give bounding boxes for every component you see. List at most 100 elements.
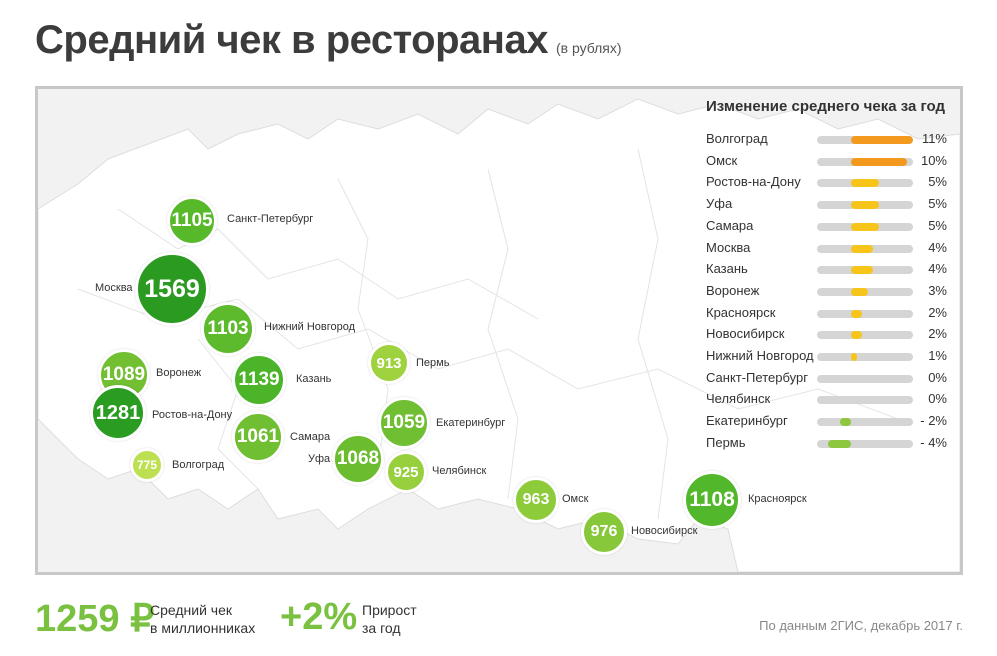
legend-city-name: Волгоград — [706, 131, 768, 146]
city-label-ufa: Уфа — [308, 453, 331, 465]
bubble-chelyabinsk: 925 — [385, 451, 427, 493]
legend-row: Новосибирск 2% — [670, 325, 955, 345]
bubble-ekaterinburg: 1059 — [378, 397, 430, 449]
legend-row: Красноярск 2% — [670, 304, 955, 324]
legend-bar-track — [817, 418, 913, 427]
city-label-novosibirsk: Новосибирск — [631, 525, 698, 537]
legend-value: 5% — [928, 174, 947, 190]
legend-bar — [850, 287, 868, 296]
legend-value: 1% — [928, 348, 947, 363]
legend-bar-track — [817, 136, 913, 144]
legend-row: Самара 5% — [670, 217, 955, 237]
legend-city-name: Ростов-на-Дону — [706, 174, 801, 190]
legend-value: 5% — [928, 217, 947, 233]
legend-bar — [850, 353, 857, 361]
avg-check-label: Средний чек в миллионниках — [150, 601, 255, 637]
legend-city-name: Самара — [706, 217, 754, 233]
city-label-rostov-na-donu: Ростов-на-Дону — [152, 409, 233, 421]
legend-row: Уфа 5% — [670, 195, 955, 215]
legend-bar — [850, 331, 863, 340]
legend-bar — [850, 136, 913, 144]
growth-value: +2% — [280, 596, 358, 638]
growth-label: Прирост за год — [362, 601, 417, 637]
legend-bar-track — [817, 439, 913, 448]
legend-city-name: Воронеж — [706, 282, 760, 298]
legend-value: 2% — [928, 326, 947, 342]
city-label-samara: Самара — [290, 431, 331, 443]
city-label-kazan: Казань — [296, 373, 332, 385]
legend-city-name: Челябинск — [706, 391, 771, 407]
legend-row: Казань 4% — [670, 260, 955, 280]
city-label-omsk: Омск — [562, 493, 589, 505]
legend-value: 0% — [928, 369, 947, 385]
legend-bar-track — [817, 244, 913, 253]
bubble-moskva: 1569 — [135, 252, 209, 326]
city-label-krasnoyarsk: Красноярск — [748, 493, 807, 505]
city-label-sankt-peterburg: Санкт-Петербург — [227, 213, 314, 225]
growth-label-line2: за год — [362, 620, 401, 636]
legend-row: Москва 4% — [670, 239, 955, 259]
city-label-nizhniy-novgorod: Нижний Новгород — [264, 321, 356, 333]
legend-value: - 2% — [920, 413, 947, 429]
legend-value: 10% — [920, 152, 947, 168]
legend-value: - 4% — [920, 434, 947, 450]
bubble-nizhniy-novgorod: 1103 — [201, 302, 255, 356]
legend-city-name: Екатеринбург — [706, 413, 788, 429]
legend-bar-track — [817, 201, 913, 210]
legend-value: 0% — [928, 391, 947, 407]
page-title: Средний чек в ресторанах (в рублях) — [35, 18, 622, 63]
legend-row: Челябинск 0% — [670, 390, 955, 410]
legend-bar — [850, 179, 880, 188]
legend-row: Омск 10% — [670, 152, 955, 172]
growth-label-line1: Прирост — [362, 602, 417, 618]
legend-bar-track — [817, 157, 913, 166]
avg-check-label-line2: в миллионниках — [150, 620, 256, 636]
legend-value: 3% — [928, 282, 947, 298]
legend-value: 4% — [928, 239, 947, 255]
title-units: (в рублях) — [555, 40, 622, 56]
city-label-chelyabinsk: Челябинск — [432, 465, 487, 477]
bubble-krasnoyarsk: 1108 — [683, 471, 741, 529]
city-label-perm: Пермь — [416, 357, 450, 369]
bubble-rostov-na-donu: 1281 — [90, 385, 146, 441]
legend-bar-track — [817, 222, 913, 231]
title-text: Средний чек в ресторанах — [35, 18, 548, 62]
bubble-novosibirsk: 976 — [581, 509, 627, 555]
legend-row: Ростов-на-Дону 5% — [670, 173, 955, 193]
legend-city-name: Красноярск — [706, 304, 776, 320]
bubble-ufa: 1068 — [332, 433, 384, 485]
legend-row: Нижний Новгород 1% — [670, 347, 955, 367]
bubble-volgograd: 775 — [130, 448, 164, 482]
bubble-kazan: 1139 — [232, 353, 286, 407]
bubble-sankt-peterburg: 1105 — [167, 196, 217, 246]
bubble-omsk: 963 — [513, 477, 559, 523]
city-label-volgograd: Волгоград — [172, 459, 225, 471]
legend-city-name: Уфа — [706, 196, 733, 212]
legend-bar-track — [817, 396, 913, 405]
legend-bar — [850, 266, 874, 275]
legend-bar — [839, 418, 851, 427]
legend-city-name: Новосибирск — [706, 326, 785, 342]
legend-bar — [850, 201, 880, 210]
legend-city-name: Санкт-Петербург — [706, 369, 808, 385]
avg-check-label-line1: Средний чек — [150, 602, 233, 618]
city-label-voronezh: Воронеж — [156, 367, 202, 379]
legend-city-name: Москва — [706, 239, 751, 255]
legend-bar — [850, 222, 880, 231]
legend-bar-track — [817, 331, 913, 340]
map-panel: 1105 Санкт-Петербург 1569 Москва 1103 Ни… — [35, 86, 963, 575]
legend-city-name: Нижний Новгород — [706, 348, 814, 363]
data-source: По данным 2ГИС, декабрь 2017 г. — [759, 618, 963, 633]
legend-row: Волгоград 11% — [670, 130, 955, 150]
legend-city-name: Пермь — [706, 434, 746, 450]
avg-check-value: 1259 ₽ — [35, 598, 155, 640]
legend-bar — [850, 244, 874, 253]
legend-bar-track — [817, 179, 913, 188]
legend-value: 4% — [928, 261, 947, 277]
legend-bar-track — [817, 374, 913, 383]
legend-row: Санкт-Петербург 0% — [670, 369, 955, 389]
legend-row: Пермь - 4% — [670, 434, 955, 454]
legend-title: Изменение среднего чека за год — [706, 98, 946, 115]
legend-bar — [850, 309, 863, 318]
legend-value: 5% — [928, 196, 947, 212]
